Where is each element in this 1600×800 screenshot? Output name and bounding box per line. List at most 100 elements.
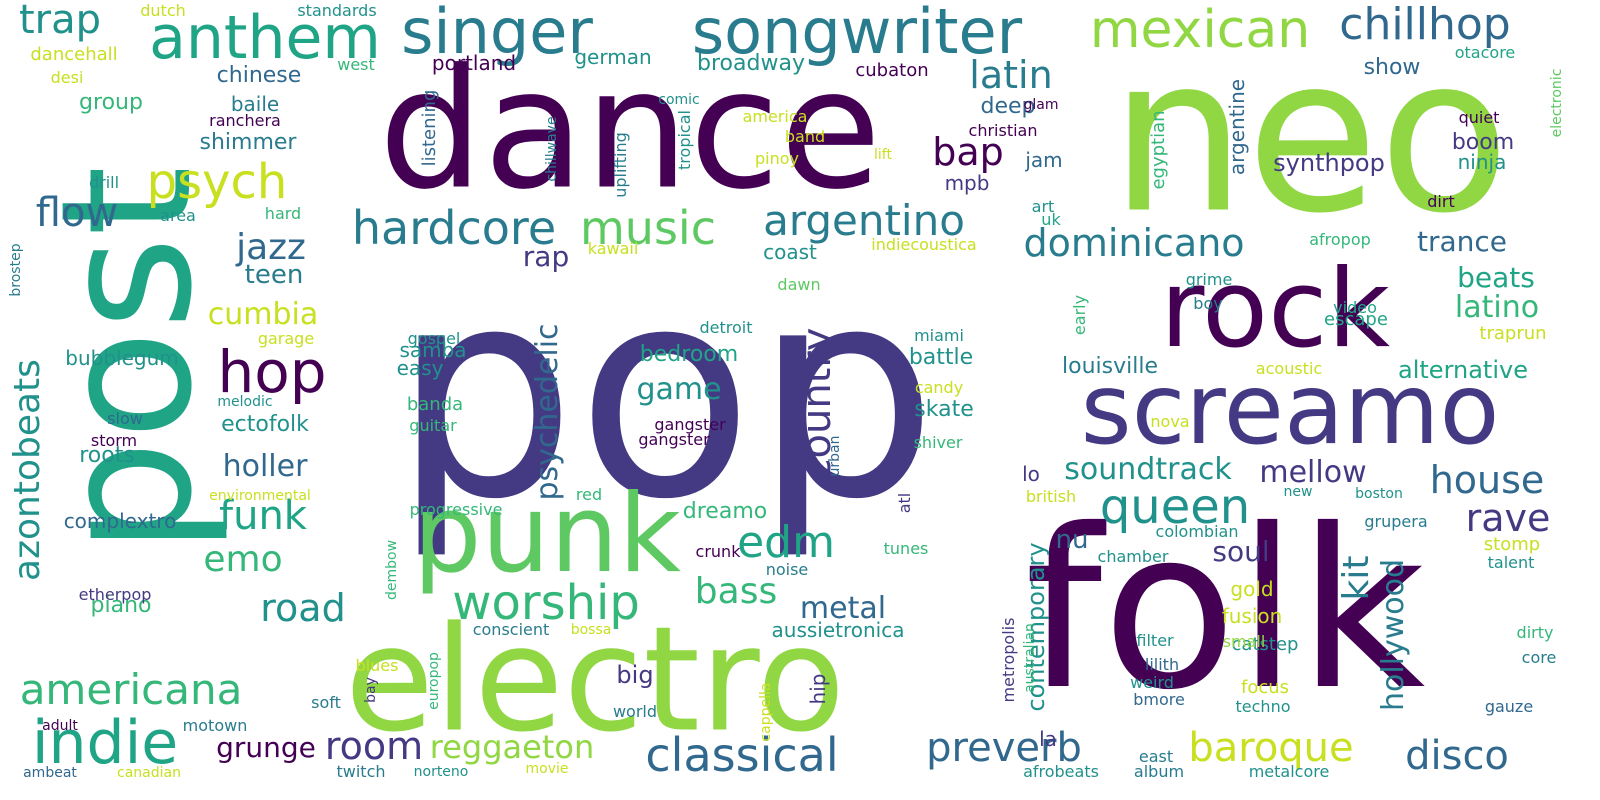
word-baroque: baroque xyxy=(1188,725,1354,771)
word-azontobeats: azontobeats xyxy=(7,359,48,581)
word-cumbia: cumbia xyxy=(207,297,319,332)
word-gauze: gauze xyxy=(1484,697,1534,716)
word-hollywood: hollywood xyxy=(1376,558,1411,712)
word-room: room xyxy=(324,724,424,768)
word-tropical: tropical xyxy=(675,110,694,170)
word-portland: portland xyxy=(431,51,517,75)
word-motown: motown xyxy=(182,716,248,735)
word-video: video xyxy=(1333,298,1377,317)
word-afrobeats: afrobeats xyxy=(1023,762,1099,781)
word-drill: drill xyxy=(88,173,120,192)
word-electronic: electronic xyxy=(1549,68,1565,138)
word-bay: bay xyxy=(363,677,379,703)
word-indie: indie xyxy=(31,708,179,778)
word-coast: coast xyxy=(763,240,817,264)
word-soul: soul xyxy=(1212,535,1270,568)
word-kawaii: kawaii xyxy=(587,239,639,258)
word-dreamo: dreamo xyxy=(682,499,768,524)
word-cubaton: cubaton xyxy=(855,60,929,81)
word-beats: beats xyxy=(1457,261,1535,294)
word-skate: skate xyxy=(914,397,974,422)
word-louisville: louisville xyxy=(1062,354,1158,379)
word-world: world xyxy=(612,702,658,721)
word-gangster: gangster xyxy=(654,415,726,434)
word-deep: deep xyxy=(980,94,1036,119)
word-movie: movie xyxy=(525,761,569,777)
word-synthpop: synthpop xyxy=(1273,149,1385,177)
word-electro: electro xyxy=(344,595,846,765)
word-lilith: lilith xyxy=(1144,655,1180,674)
word-candy: candy xyxy=(914,378,964,397)
word-traprun: traprun xyxy=(1479,323,1547,344)
word-ambeat: ambeat xyxy=(23,765,77,781)
word-gangster: gangster xyxy=(638,430,710,449)
word-ectofolk: ectofolk xyxy=(221,412,309,437)
word-flow: flow xyxy=(35,190,119,236)
word-environmental: environmental xyxy=(209,488,311,504)
word-easy: easy xyxy=(396,356,444,380)
word-banda: banda xyxy=(406,394,464,415)
word-latino: latino xyxy=(1454,290,1540,325)
word-pop: pop xyxy=(392,226,938,563)
word-quiet: quiet xyxy=(1458,108,1500,127)
word-battle: battle xyxy=(908,345,974,370)
word-music: music xyxy=(579,201,717,255)
word-urban: urban xyxy=(827,435,843,477)
word-stomp: stomp xyxy=(1483,534,1541,555)
word-bedroom: bedroom xyxy=(639,342,739,367)
word-trap: trap xyxy=(18,0,102,43)
word-reggaeton: reggaeton xyxy=(429,728,595,766)
word-chillwave: chillwave xyxy=(544,116,560,182)
word-nova: nova xyxy=(1150,412,1190,431)
word-hard: hard xyxy=(264,204,302,223)
word-mpb: mpb xyxy=(944,171,990,195)
word-songwriter: songwriter xyxy=(691,0,1023,68)
word-egyptian: egyptian xyxy=(1148,110,1169,190)
word-garage: garage xyxy=(257,329,315,348)
word-shiver: shiver xyxy=(913,433,963,452)
word-west: west xyxy=(337,55,375,74)
word-melodic: melodic xyxy=(217,394,273,410)
word-la: la xyxy=(1039,727,1057,751)
word-focus: focus xyxy=(1240,677,1290,698)
word-piano: piano xyxy=(90,593,152,618)
word-techno: techno xyxy=(1235,697,1291,716)
word-argentino: argentino xyxy=(763,196,965,245)
word-aussietronica: aussietronica xyxy=(771,618,905,642)
word-hip: hip xyxy=(806,673,830,705)
word-group: group xyxy=(79,90,143,115)
word-escape: escape xyxy=(1324,309,1388,330)
word-metropolis: metropolis xyxy=(999,617,1018,703)
word-norteno: norteno xyxy=(413,764,469,780)
word-gold: gold xyxy=(1230,577,1274,601)
word-bass: bass xyxy=(694,571,778,612)
word-standards: standards xyxy=(297,1,377,20)
word-uk: uk xyxy=(1041,210,1061,229)
word-soundtrack: soundtrack xyxy=(1064,452,1232,487)
word-argentine: argentine xyxy=(1225,78,1249,176)
word-noise: noise xyxy=(765,560,809,579)
word-chillhop: chillhop xyxy=(1339,0,1511,50)
word-catstep: catstep xyxy=(1231,634,1299,655)
word-adult: adult xyxy=(42,718,78,734)
word-house: house xyxy=(1429,458,1545,502)
word-worship: worship xyxy=(452,575,640,631)
word-grunge: grunge xyxy=(216,731,316,764)
word-etherpop: etherpop xyxy=(78,585,152,604)
word-europop: europop xyxy=(426,652,442,710)
word-listening: listening xyxy=(419,89,440,167)
word-dutch: dutch xyxy=(140,1,186,20)
word-afropop: afropop xyxy=(1309,230,1371,249)
word-atl: atl xyxy=(895,492,914,514)
word-new: new xyxy=(1283,484,1313,500)
word-neo: neo xyxy=(1109,9,1511,261)
word-acoustic: acoustic xyxy=(1255,359,1323,378)
word-early: early xyxy=(1070,294,1089,336)
word-kit: kit xyxy=(1336,555,1377,601)
word-funk: funk xyxy=(219,493,307,539)
word-ranchera: ranchera xyxy=(209,111,281,130)
word-holler: holler xyxy=(222,449,308,484)
word-americana: americana xyxy=(19,665,243,714)
word-rap: rap xyxy=(522,240,570,273)
